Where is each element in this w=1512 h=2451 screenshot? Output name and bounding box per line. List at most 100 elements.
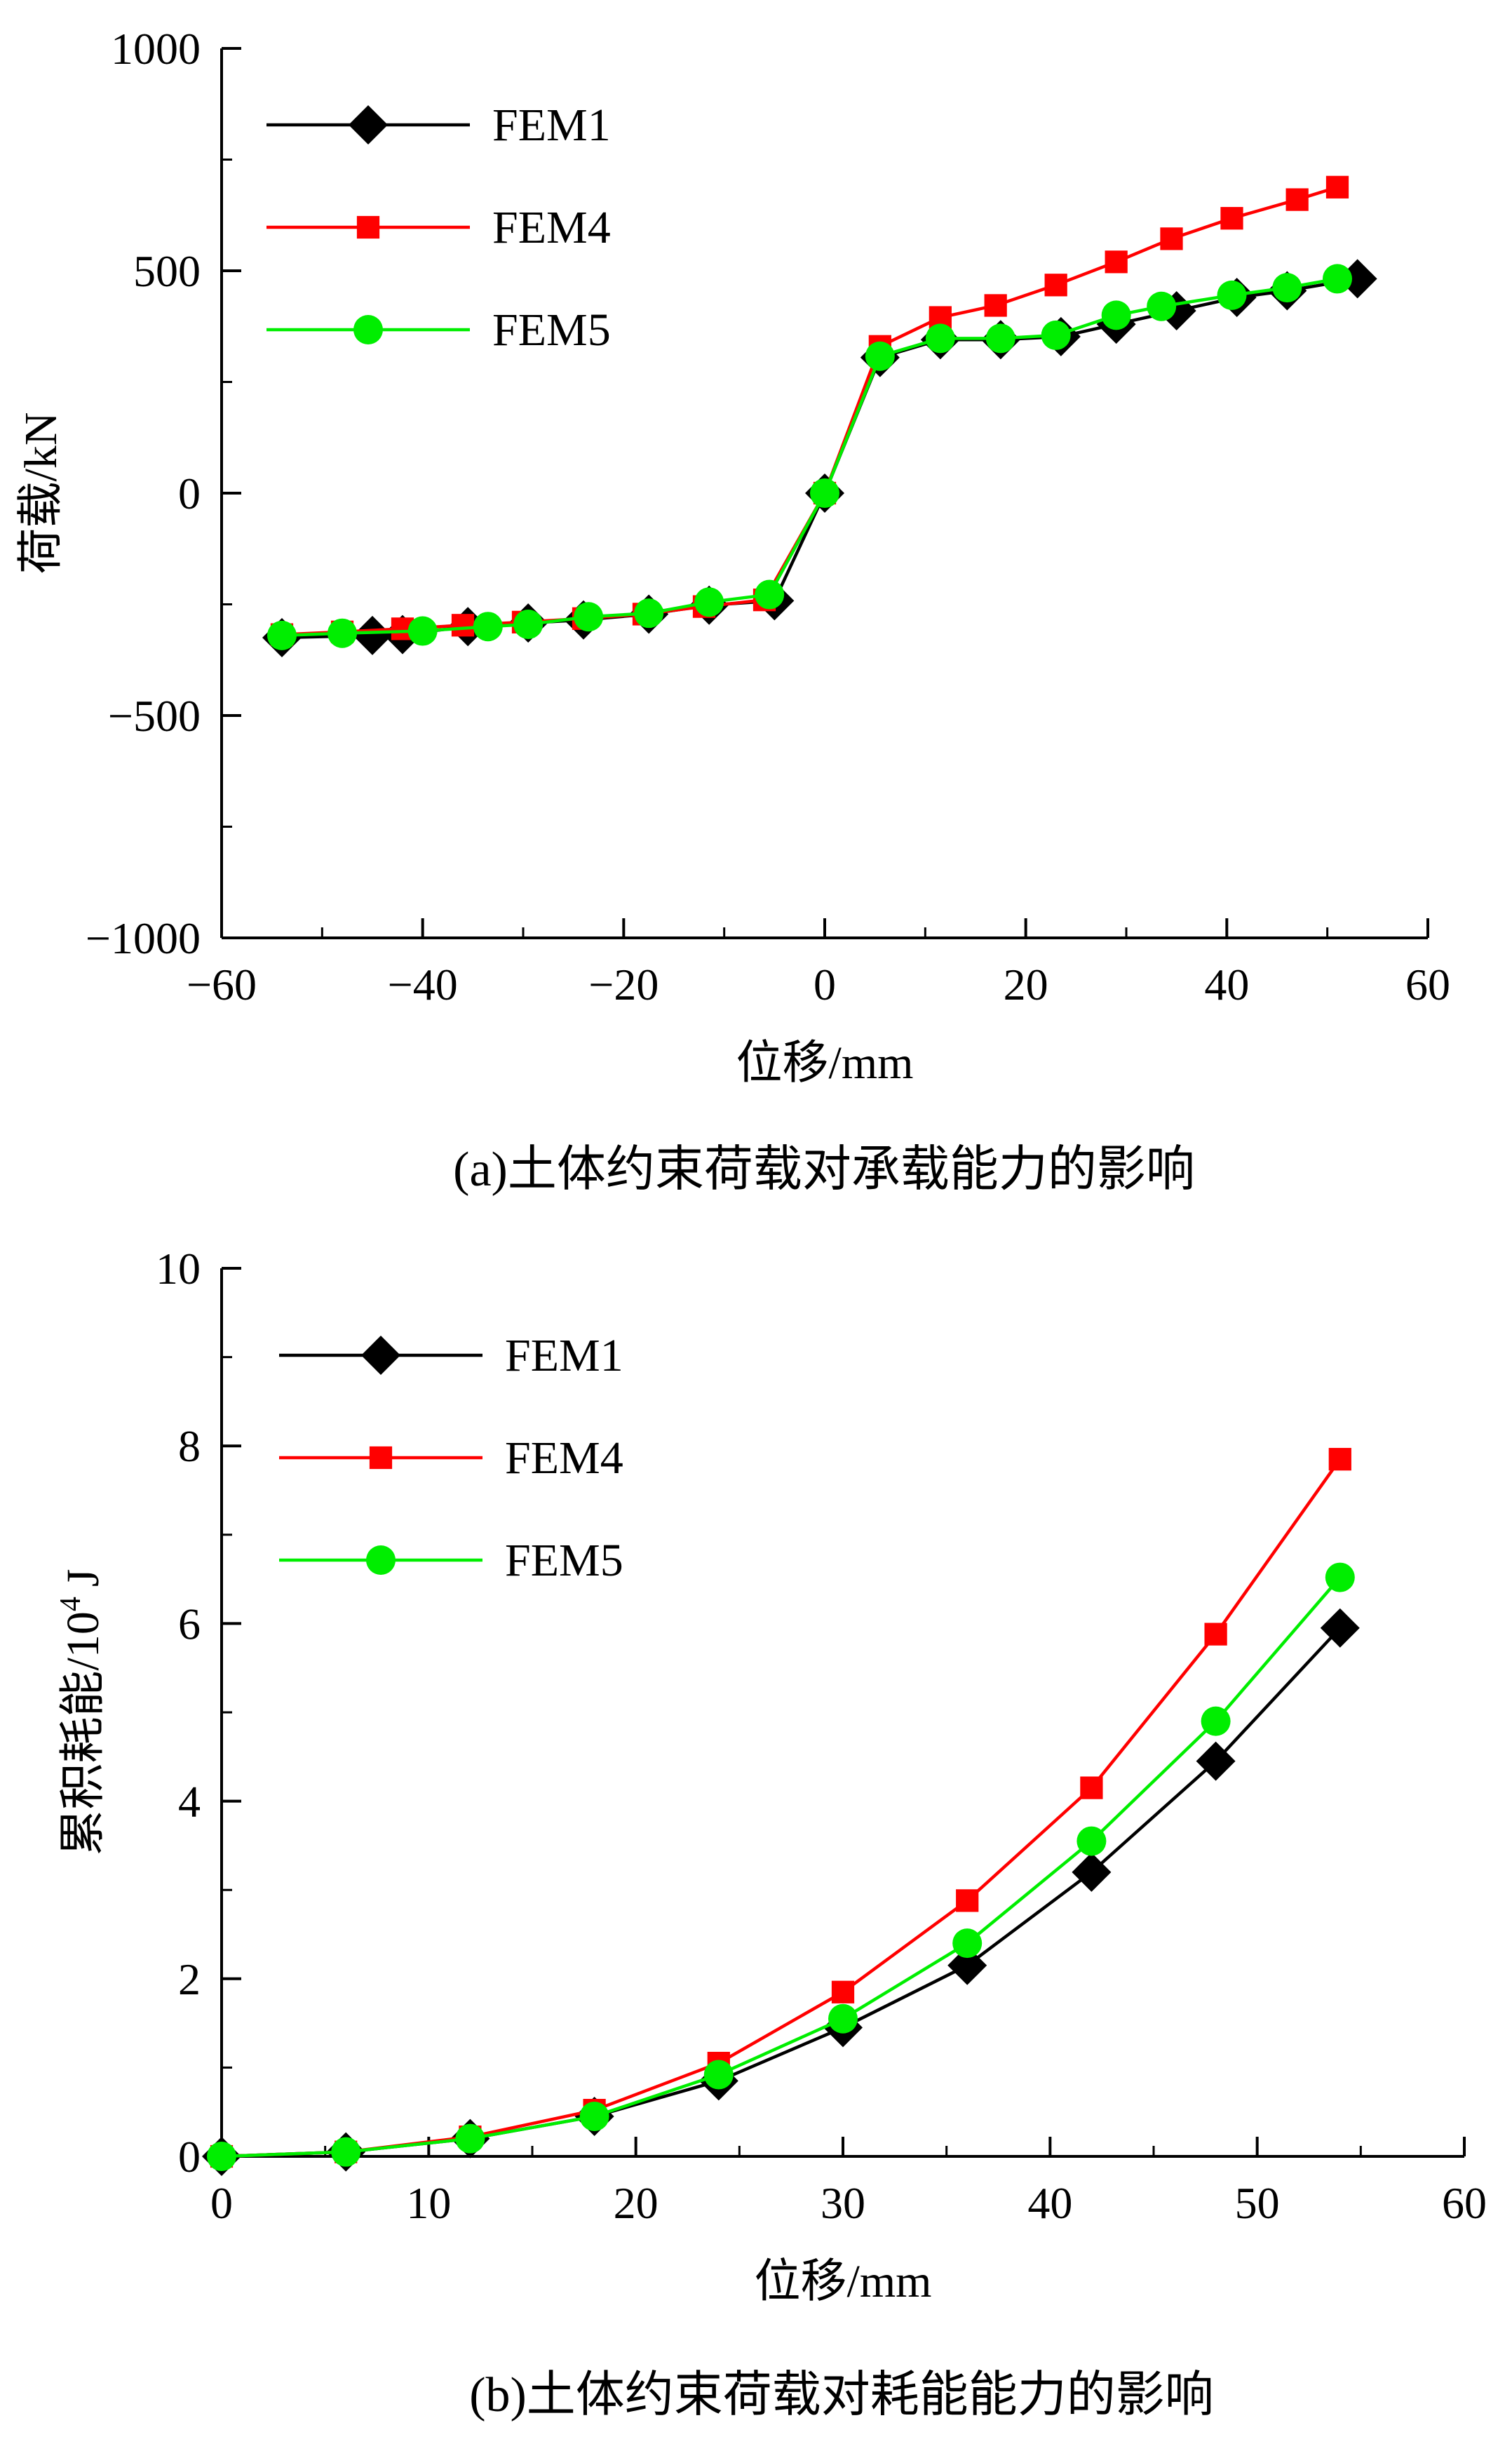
chart-a-y-tick-label: 0: [178, 469, 201, 518]
chart-a-series-fem5: [267, 264, 1352, 650]
chart-a-legend-label: FEM1: [492, 100, 611, 151]
chart-b-fem4-point: [1080, 1776, 1103, 1799]
chart-b-x-tick-label: 0: [210, 2178, 233, 2228]
chart-b-x-tick-label: 10: [406, 2178, 451, 2228]
chart-a-legend-item-fem1: FEM1: [266, 100, 611, 151]
chart-b-fem5-line: [221, 1576, 1342, 2158]
chart-a-fem4-point: [451, 614, 475, 637]
chart-a-legend-label: FEM4: [492, 202, 611, 253]
chart-a-fem1-line: [281, 277, 1358, 640]
chart-a-legend-item-fem5: FEM5: [266, 304, 611, 356]
chart-a-legend-marker: [353, 315, 383, 344]
chart-a-fem4-point: [1044, 274, 1067, 297]
chart-b-x-tick-label: 40: [1027, 2178, 1072, 2228]
chart-a-fem5-point: [985, 323, 1015, 354]
chart-a-x-tick-label: 60: [1405, 960, 1450, 1009]
chart-a-fem5-point: [755, 579, 785, 610]
chart-b-fem5-point: [703, 2060, 734, 2090]
chart-b-x-tick-label: 50: [1235, 2178, 1280, 2228]
chart-b-legend-marker: [369, 1446, 393, 1470]
chart-b-fem1-point: [1320, 1608, 1360, 1648]
chart-b-y-tick-label: 2: [178, 1954, 201, 2004]
chart-a-fem5-point: [1041, 320, 1071, 350]
chart-b-fem1-point: [947, 1945, 987, 1985]
chart-b-legend-marker: [366, 1545, 396, 1575]
chart-b-y-tick-label: 0: [178, 2132, 201, 2182]
chart-b-caption: (b)土体约束荷载对耗能能力的影响: [469, 2368, 1214, 2422]
chart-a-fem5-point: [925, 323, 955, 354]
chart-b-fem5-point: [207, 2142, 236, 2171]
chart-b-legend-label: FEM4: [505, 1432, 623, 1484]
chart-a-fem4-point: [1160, 227, 1183, 250]
chart-b-legend-item-fem5: FEM5: [279, 1535, 623, 1586]
chart-a-fem4-point: [1285, 188, 1309, 211]
chart-a: −60 −40 −20 0 20 40 60 1000 500 0 −500 −1000 位移/mm 荷载…: [15, 24, 1450, 1197]
chart-b-fem4-point: [831, 1980, 855, 2003]
chart-b-fem1-point: [1072, 1852, 1112, 1892]
chart-a-fem5-line: [281, 277, 1338, 638]
chart-a-fem4-line: [281, 185, 1338, 636]
chart-b-x-tick-label: 30: [821, 2178, 865, 2228]
chart-a-y-axis-label-text: 荷载/kN: [15, 412, 67, 575]
chart-a-fem4-point: [1220, 207, 1243, 230]
chart-b-y-axis-label-exponent: 4: [55, 1597, 87, 1611]
chart-a-fem5-point: [1323, 264, 1352, 294]
chart-a-y-tick-label: −500: [108, 691, 201, 741]
chart-a-fem5-point: [865, 341, 895, 371]
chart-b-plot: 0 10 20 30 40 50 601086420位移/mm累积耗能/104JFEM1FE…: [55, 1244, 1487, 2422]
chart-b-x-tick-label: 60: [1442, 2178, 1487, 2228]
chart-a-series-fem4: [270, 175, 1349, 646]
chart-a-fem4-point: [984, 294, 1007, 317]
chart-b-series-fem5: [207, 1562, 1355, 2171]
chart-b-fem5-point: [331, 2137, 361, 2167]
chart-a-fem5-point: [473, 612, 503, 642]
chart-b-x-tick-label: 20: [614, 2178, 659, 2228]
chart-a-fem5-point: [1101, 300, 1131, 330]
chart-a-plot: −60 −40 −20 0 20 40 60 1000 500 0 −500 −1000 位移/mm 荷载…: [15, 24, 1450, 1197]
chart-a-x-tick-label: 40: [1204, 960, 1249, 1009]
chart-a-fem5-point: [634, 598, 664, 629]
chart-a-y-tick-label: −1000: [86, 913, 201, 963]
chart-b-y-tick-label: 8: [178, 1421, 201, 1471]
chart-b-svg: 0 10 20 30 40 50 601086420位移/mm累积耗能/104JFEM1FE…: [55, 1244, 1487, 2422]
chart-b-fem5-point: [952, 1928, 983, 1959]
chart-a-fem4-point: [1105, 250, 1128, 274]
chart-b-fem4-point: [956, 1889, 979, 1912]
chart-b-fem4-point: [1204, 1623, 1227, 1646]
chart-a-legend-marker: [349, 105, 388, 145]
chart-b-fem1-point: [1196, 1741, 1236, 1781]
chart-b-legend-label: FEM5: [505, 1535, 623, 1586]
chart-b-fem5-point: [455, 2123, 485, 2154]
chart-b-y-axis-label-unit: J: [58, 1569, 109, 1587]
chart-b-x-axis-label: 位移/mm: [754, 2256, 931, 2307]
chart-a-fem5-point: [574, 602, 604, 632]
chart-b-legend-item-fem1: FEM1: [279, 1330, 623, 1381]
chart-a-x-axis-label: 位移/mm: [736, 1038, 913, 1089]
chart-b-fem5-point: [579, 2102, 609, 2132]
chart-b-legend-marker: [361, 1336, 400, 1375]
chart-a-fem5-point: [328, 618, 357, 648]
chart-b-fem1-line: [221, 1627, 1342, 2158]
chart-b-series-fem1: [202, 1608, 1360, 2176]
chart-a-x-tick-label: 20: [1004, 960, 1048, 1009]
chart-a-x-tick-label: −40: [388, 960, 458, 1009]
chart-a-fem5-point: [407, 616, 438, 646]
chart-a-x-tick-label: −60: [187, 960, 257, 1009]
chart-a-fem5-point: [810, 478, 839, 508]
chart-b-fem5-point: [1201, 1706, 1231, 1736]
chart-a-fem5-point: [1147, 291, 1177, 321]
chart-b-y-tick-label: 10: [156, 1244, 201, 1294]
chart-a-y-tick-label: 1000: [111, 24, 201, 74]
chart-a-y-axis-label: 荷载/kN: [15, 412, 67, 575]
chart-a-svg: −60 −40 −20 0 20 40 60 1000 500 0 −500 −1000 位移/mm 荷载…: [15, 24, 1450, 1197]
chart-b-y-tick-label: 6: [178, 1599, 201, 1648]
chart-a-x-tick-label: 0: [814, 960, 836, 1009]
chart-b-fem5-point: [1325, 1562, 1355, 1592]
chart-a-x-tick-label: −20: [588, 960, 659, 1009]
chart-b-fem5-point: [828, 2003, 858, 2034]
chart-a-series-fem1: [262, 259, 1377, 658]
chart-a-fem5-point: [1272, 273, 1302, 303]
chart-b-legend-item-fem4: FEM4: [279, 1432, 623, 1484]
chart-b-fem5-point: [1076, 1826, 1107, 1856]
chart-a-fem1-point: [353, 615, 392, 655]
